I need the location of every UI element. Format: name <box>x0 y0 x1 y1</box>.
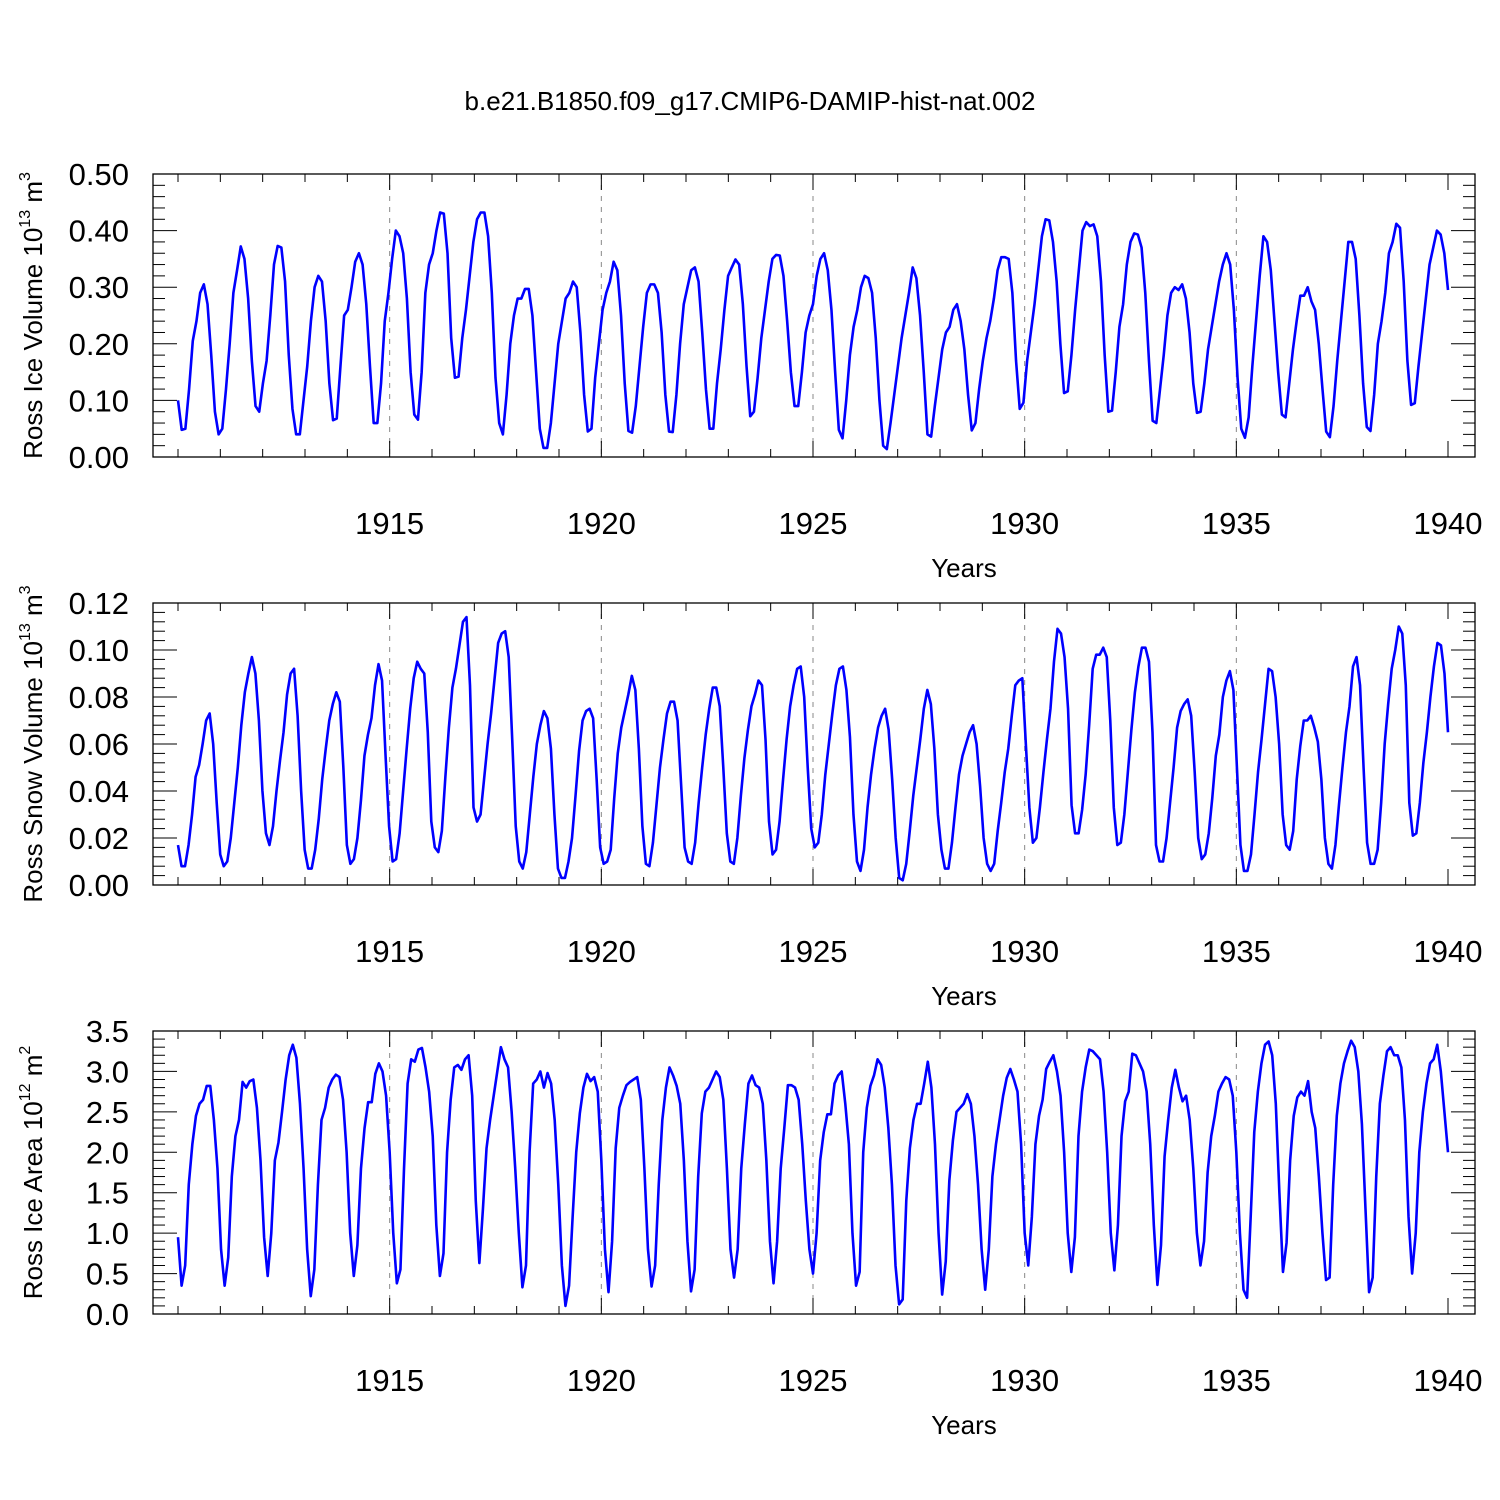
x-tick-label: 1925 <box>779 1363 848 1398</box>
x-tick-label: 1940 <box>1414 934 1483 969</box>
x-axis-label: Years <box>931 553 997 583</box>
y-tick-label: 2.5 <box>86 1095 129 1130</box>
y-tick-label: 0.0 <box>86 1297 129 1332</box>
series-line-1 <box>176 1039 1450 1308</box>
x-tick-label: 1930 <box>990 506 1059 541</box>
x-axis-label: Years <box>931 981 997 1011</box>
y-tick-label: 0.10 <box>69 383 129 418</box>
y-tick-label: 0.5 <box>86 1257 129 1292</box>
y-tick-label: 0.50 <box>69 157 129 192</box>
panel-3: 0.0 0.5 1.0 1.5 2.0 2.5 3.0 3.5 1915 1920 1925 1930… <box>17 1014 1482 1440</box>
series-line-1 <box>176 615 1450 882</box>
x-tick-label: 1920 <box>567 1363 636 1398</box>
y-tick-label: 0.12 <box>69 586 129 621</box>
x-tick-label: 1940 <box>1414 506 1483 541</box>
y-tick-label: 3.0 <box>86 1054 129 1089</box>
y-tick-label: 0.08 <box>69 680 129 715</box>
x-axis-label: Years <box>931 1410 997 1440</box>
x-tick-label: 1935 <box>1202 506 1271 541</box>
y-axis-label: Ross Ice Volume 1013 m3 <box>17 172 48 459</box>
panel-2: 0.00 0.02 0.04 0.06 0.08 0.10 0.12 1915 1920 1925… <box>17 585 1482 1011</box>
y-tick-label: 2.0 <box>86 1135 129 1170</box>
y-tick-label: 3.5 <box>86 1014 129 1049</box>
y-tick-label: 0.40 <box>69 214 129 249</box>
y-tick-label: 0.10 <box>69 633 129 668</box>
x-tick-label: 1915 <box>355 1363 424 1398</box>
x-tick-label: 1915 <box>355 934 424 969</box>
x-tick-label: 1935 <box>1202 934 1271 969</box>
x-tick-label: 1930 <box>990 1363 1059 1398</box>
y-tick-label: 0.30 <box>69 270 129 305</box>
y-tick-label: 0.02 <box>69 821 129 856</box>
panel-1: 0.00 0.10 0.20 0.30 0.40 0.50 1915 1920 1925 1930… <box>17 157 1482 583</box>
x-tick-label: 1920 <box>567 934 636 969</box>
y-axis-label: Ross Snow Volume 1013 m3 <box>17 585 48 902</box>
plot-frame <box>152 1030 1476 1315</box>
series-line-1 <box>176 211 1450 451</box>
x-tick-label: 1940 <box>1414 1363 1483 1398</box>
y-tick-label: 1.5 <box>86 1176 129 1211</box>
plot-frame <box>152 173 1476 458</box>
x-tick-label: 1925 <box>779 506 848 541</box>
y-tick-label: 0.04 <box>69 774 129 809</box>
x-tick-label: 1930 <box>990 934 1059 969</box>
y-tick-label: 0.20 <box>69 327 129 362</box>
x-tick-label: 1915 <box>355 506 424 541</box>
chart-title: b.e21.B1850.f09_g17.CMIP6-DAMIP-hist-nat… <box>465 86 1036 116</box>
y-tick-label: 0.00 <box>69 868 129 903</box>
y-tick-label: 1.0 <box>86 1216 129 1251</box>
x-tick-label: 1920 <box>567 506 636 541</box>
x-tick-label: 1935 <box>1202 1363 1271 1398</box>
x-tick-label: 1925 <box>779 934 848 969</box>
y-tick-label: 0.06 <box>69 727 129 762</box>
y-axis-label: Ross Ice Area 1012 m2 <box>17 1046 48 1300</box>
y-tick-label: 0.00 <box>69 440 129 475</box>
